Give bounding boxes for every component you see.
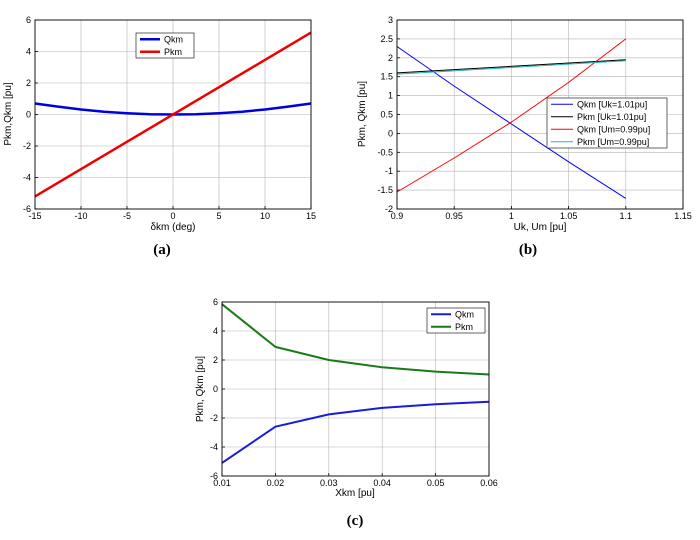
y-tick-label: 2	[388, 53, 393, 63]
chart-c: 0.01 0.02 0.03 0.04 0.05 0.06 -6 -4 -2 0 2 4 6 Qkm Pkm…	[195, 297, 498, 529]
x-tick-label: 0.02	[267, 478, 285, 488]
y-tick-label: 0.5	[380, 110, 393, 120]
y-tick-label: 2	[213, 355, 218, 365]
legend-label: Pkm	[455, 322, 473, 332]
x-tick-label: 0	[170, 211, 175, 221]
x-axis-label: Uk, Um [pu]	[514, 222, 567, 233]
legend-label: Qkm [Uk=1.01pu]	[577, 99, 647, 109]
x-tick-label: 15	[306, 211, 316, 221]
x-tick-label: 0.04	[373, 478, 391, 488]
x-tick-label: -15	[28, 211, 41, 221]
x-tick-label: 0.06	[480, 478, 498, 488]
y-tick-label: -6	[210, 471, 218, 481]
y-axis-label: Pkm, Qkm [pu]	[195, 356, 206, 422]
y-tick-label: -2	[385, 204, 393, 214]
y-tick-label: 2.5	[380, 34, 393, 44]
legend-box	[135, 32, 195, 59]
y-tick-label: 0	[388, 128, 393, 138]
y-tick-label: 4	[26, 47, 31, 57]
axes-frame	[396, 19, 684, 210]
x-tick-label: 0.05	[427, 478, 445, 488]
legend-label: Qkm [Um=0.99pu]	[577, 124, 650, 134]
x-tick-label: 0.01	[213, 478, 231, 488]
x-tick-label: 0.9	[391, 211, 404, 221]
axes-frame	[221, 301, 490, 477]
x-tick-label: 5	[216, 211, 221, 221]
y-tick-label: -2	[210, 413, 218, 423]
series-line-pkm-um-0-99pu-	[396, 60, 626, 75]
x-tick-label: -5	[123, 211, 131, 221]
y-axis-label: Pkm,Qkm [pu]	[3, 82, 14, 146]
y-tick-label: 0	[26, 110, 31, 120]
y-tick-label: 1	[388, 91, 393, 101]
x-tick-label: 1.05	[560, 211, 578, 221]
y-tick-label: -0.5	[377, 147, 393, 157]
y-tick-label: -4	[23, 173, 31, 183]
panel-label: (c)	[347, 513, 364, 529]
y-tick-label: -2	[23, 141, 31, 151]
legend: Qkm Pkm	[426, 307, 486, 334]
y-tick-label: 1.5	[380, 72, 393, 82]
x-tick-label: 1	[509, 211, 514, 221]
legend-label: Pkm [Uk=1.01pu]	[577, 112, 646, 122]
y-tick-label: -6	[23, 204, 31, 214]
legend: Qkm Pkm	[135, 32, 195, 59]
legend-label: Pkm	[164, 47, 182, 57]
legend: Qkm [Uk=1.01pu] Pkm [Uk=1.01pu] Qkm [Um=0.…	[546, 97, 668, 149]
legend-label: Pkm [Um=0.99pu]	[577, 137, 649, 147]
y-axis-label: Pkm, Qkm [pu]	[357, 81, 368, 147]
y-tick-label: -1	[385, 166, 393, 176]
chart-b: 0.9 0.95 1 1.05 1.1 1.15 -2 -1.5 -1 -0.5 0 0.5 1 1.5 2…	[357, 15, 692, 258]
y-tick-label: -4	[210, 442, 218, 452]
panel-label: (a)	[153, 242, 171, 258]
legend-box	[546, 97, 668, 149]
legend-box	[426, 307, 486, 334]
y-tick-label: 6	[213, 297, 218, 307]
series-line-qkm-uk-1-01pu-	[396, 46, 627, 199]
series-line-qkm-um-0-99pu-	[396, 38, 627, 193]
series-line-qkm	[221, 400, 490, 464]
axes-frame	[34, 19, 312, 210]
y-tick-label: 0	[213, 384, 218, 394]
x-tick-label: 10	[260, 211, 270, 221]
y-tick-label: 6	[26, 15, 31, 25]
chart-a: -15 -10 -5 0 5 10 15 -6 -4 -2 0 2 4 6 Qkm Pkm δkm (deg) P…	[3, 15, 316, 258]
x-tick-label: 0.03	[320, 478, 338, 488]
y-tick-label: -1.5	[377, 185, 393, 195]
y-tick-label: 2	[26, 78, 31, 88]
panel-label: (b)	[519, 242, 537, 258]
x-tick-label: 1.1	[620, 211, 633, 221]
y-tick-label: 4	[213, 326, 218, 336]
y-tick-label: 3	[388, 15, 393, 25]
x-axis-label: Xkm [pu]	[335, 488, 375, 499]
x-tick-label: -10	[74, 211, 87, 221]
legend-label: Qkm	[164, 34, 183, 44]
series-line-pkm	[221, 303, 490, 376]
series-line-pkm	[34, 31, 312, 198]
series-line-pkm-uk-1-01pu-	[396, 59, 626, 74]
x-tick-label: 1.15	[674, 211, 692, 221]
x-axis-label: δkm (deg)	[150, 222, 195, 233]
legend-label: Qkm	[455, 309, 474, 319]
x-tick-label: 0.95	[445, 211, 463, 221]
